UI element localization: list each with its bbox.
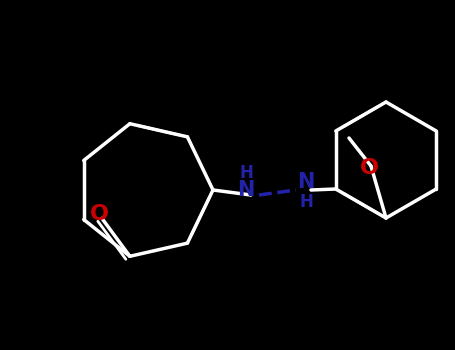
Text: N: N — [297, 172, 315, 192]
Text: O: O — [91, 204, 109, 224]
Text: H: H — [239, 164, 253, 182]
Text: H: H — [299, 193, 313, 211]
Text: O: O — [359, 158, 379, 178]
Text: N: N — [238, 180, 255, 200]
